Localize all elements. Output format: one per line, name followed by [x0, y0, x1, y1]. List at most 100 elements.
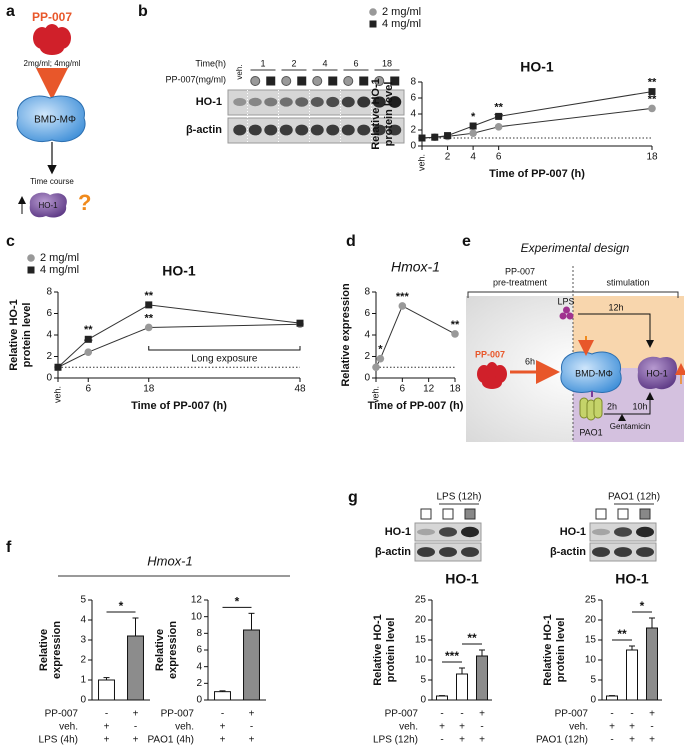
y-tick-label: 5 — [590, 675, 596, 686]
condition-label: PAO1 (4h) — [148, 735, 195, 746]
y-tick-label: 6 — [196, 645, 202, 656]
condition-value: + — [133, 709, 139, 720]
legend-marker — [27, 266, 35, 274]
y-tick-label: 8 — [46, 287, 52, 298]
legend-marker — [369, 8, 377, 16]
condition-value: + — [249, 709, 255, 720]
y-tick-label: 12 — [191, 595, 203, 606]
condition-value: - — [460, 709, 463, 720]
y-tick-label: 15 — [585, 635, 597, 646]
y-tick-label: 0 — [46, 373, 52, 384]
condition-value: - — [105, 709, 108, 720]
question-mark: ? — [78, 190, 91, 215]
band — [461, 547, 479, 557]
condition-label: PP-007 — [161, 709, 195, 720]
y-tick-label: 4 — [46, 330, 52, 341]
y-tick-label: 4 — [196, 661, 202, 672]
y-axis-label: expression — [167, 621, 179, 679]
condition-label: LPS (12h) — [373, 735, 418, 746]
significance: ** — [84, 324, 93, 336]
condition-value: + — [459, 722, 465, 733]
bar — [214, 691, 231, 701]
time-label: 2h — [607, 401, 617, 411]
blot-row-label: HO-1 — [385, 526, 411, 538]
cell-label: BMD-MΦ — [34, 115, 76, 126]
y-axis-label: protein level — [555, 618, 567, 683]
diagram-title: Experimental design — [521, 241, 630, 255]
band — [357, 96, 371, 108]
lps-icon — [559, 306, 574, 320]
band — [279, 124, 293, 136]
blot-row-label: HO-1 — [196, 96, 222, 108]
y-axis-label: Relative — [154, 629, 166, 671]
x-tick-label: 6 — [496, 152, 502, 163]
bar — [243, 629, 260, 701]
series-line — [375, 305, 456, 368]
condition-value: - — [630, 709, 633, 720]
compound-label: PP-007 — [32, 10, 72, 24]
y-tick-label: 15 — [415, 635, 427, 646]
y-axis-label: Relative HO-1 — [542, 614, 554, 686]
marker — [84, 335, 92, 343]
blot-condition: PAO1 (12h) — [608, 492, 660, 503]
pao1-label: PAO1 — [579, 427, 602, 437]
panel-label: b — [138, 3, 148, 20]
x-tick-label: 18 — [143, 384, 155, 395]
condition-value: - — [610, 735, 613, 746]
y-tick-label: 8 — [364, 287, 370, 298]
condition-icon — [464, 508, 476, 520]
legend-marker — [369, 20, 377, 28]
y-tick-label: 10 — [585, 655, 597, 666]
marker — [372, 363, 380, 372]
bar — [476, 655, 488, 701]
cell-label: BMD-MΦ — [575, 368, 613, 378]
marker — [296, 319, 304, 327]
dose-icon — [250, 76, 261, 86]
marker — [144, 323, 153, 332]
panel-label: g — [348, 489, 358, 506]
y-tick-label: 2 — [410, 125, 416, 136]
lps-label: LPS — [557, 296, 574, 306]
band — [279, 97, 293, 107]
y-tick-label: 2 — [80, 655, 86, 666]
blot-time-label: 1 — [260, 58, 265, 68]
legend-label: 2 mg/ml — [40, 252, 79, 264]
x-tick-label: 12 — [423, 384, 435, 395]
band — [310, 124, 324, 136]
y-tick-label: 0 — [410, 141, 416, 152]
y-tick-label: 20 — [415, 615, 427, 626]
band — [417, 547, 435, 557]
significance: * — [640, 599, 645, 613]
band — [357, 124, 371, 136]
y-tick-label: 3 — [80, 635, 86, 646]
marker — [495, 112, 503, 120]
band — [592, 528, 610, 536]
marker — [418, 134, 426, 142]
condition-icon — [420, 508, 432, 520]
significance: * — [119, 599, 124, 613]
x-tick-label: 18 — [646, 152, 658, 163]
marker — [398, 302, 407, 310]
condition-value: + — [649, 735, 655, 746]
band — [439, 547, 457, 557]
band — [592, 547, 610, 557]
x-tick-label: veh. — [416, 154, 426, 171]
y-tick-label: 0 — [420, 695, 426, 706]
condition-value: + — [133, 735, 139, 746]
band — [310, 97, 324, 107]
dose-icon — [374, 76, 385, 86]
panel-title: Hmox-1 — [147, 553, 193, 568]
y-tick-label: 2 — [196, 678, 202, 689]
marker — [84, 348, 93, 357]
y-axis-label: Relative HO-1 — [370, 78, 382, 150]
legend-label: 4 mg/ml — [382, 18, 421, 30]
band — [295, 97, 309, 107]
y-tick-label: 5 — [80, 595, 86, 606]
marker — [469, 122, 477, 130]
bar — [436, 695, 448, 701]
y-tick-label: 8 — [196, 628, 202, 639]
chart-title: HO-1 — [445, 571, 479, 587]
y-tick-label: 0 — [196, 695, 202, 706]
y-axis-label: protein level — [21, 303, 33, 368]
y-axis-label: Relative HO-1 — [372, 614, 384, 686]
